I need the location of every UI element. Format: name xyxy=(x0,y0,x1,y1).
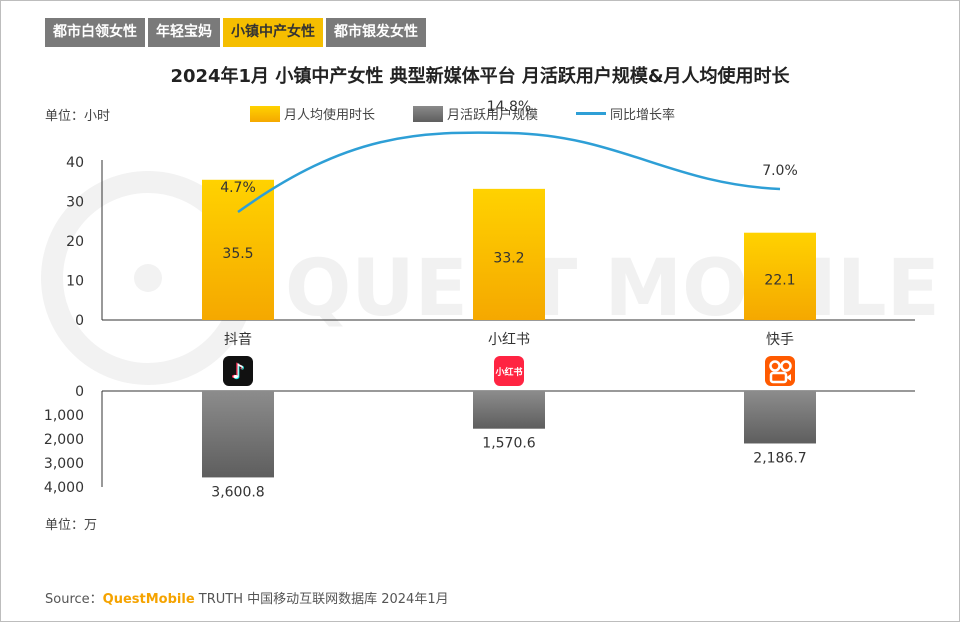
top-unit-label: 单位：小时 xyxy=(45,109,111,124)
legend: 月人均使用时长 月活跃用户规模 同比增长率 xyxy=(250,104,713,123)
kuaishou-icon-eye-left xyxy=(769,360,781,372)
legend-item-growth: 同比增长率 xyxy=(576,104,675,123)
mau-data-label: 2,186.7 xyxy=(753,450,806,466)
legend-swatch-duration xyxy=(250,105,280,122)
chart-title: 2024年1月 小镇中产女性 典型新媒体平台 月活跃用户规模&月人均使用时长 xyxy=(170,66,790,87)
tab-young-mothers[interactable]: 年轻宝妈 xyxy=(148,18,220,47)
source-note: Source：QuestMobile TRUTH 中国移动互联网数据库 2024… xyxy=(45,588,449,607)
duration-bar xyxy=(202,179,274,320)
legend-swatch-growth xyxy=(576,112,607,115)
legend-item-duration: 月人均使用时长 xyxy=(250,104,375,123)
mau-bar xyxy=(202,391,274,478)
source-rest: TRUTH 中国移动互联网数据库 2024年1月 xyxy=(194,592,449,607)
top-y-tick-label: 0 xyxy=(75,313,84,329)
kuaishou-icon-eye-right xyxy=(780,360,792,372)
mau-data-label: 1,570.6 xyxy=(482,436,536,452)
legend-label-mau: 月活跃用户规模 xyxy=(447,108,539,123)
duration-data-label: 22.1 xyxy=(764,272,795,288)
bottom-y-tick-label: 4,000 xyxy=(44,480,84,496)
watermark-dot xyxy=(134,264,162,292)
duration-bar xyxy=(473,188,545,320)
xiaohongshu-icon-text: 小红书 xyxy=(494,366,522,378)
legend-label-growth: 同比增长率 xyxy=(610,108,676,123)
tab-small-town-middle-class[interactable]: 小镇中产女性 xyxy=(223,18,323,47)
category-label: 快手 xyxy=(766,332,794,348)
douyin-icon-glyph: ♪ xyxy=(232,359,245,383)
duration-data-label: 33.2 xyxy=(493,250,524,266)
top-y-tick-label: 10 xyxy=(66,274,84,290)
mau-bar xyxy=(473,391,545,429)
mau-bar xyxy=(744,391,816,444)
source-prefix: Source： xyxy=(45,592,103,607)
bottom-y-tick-label: 1,000 xyxy=(44,408,84,424)
growth-rate-label: 14.8% xyxy=(487,99,531,115)
douyin-icon-glyph-red: ♪ xyxy=(230,359,243,383)
top-y-tick-label: 20 xyxy=(66,234,84,250)
top-y-tick-label: 40 xyxy=(66,155,84,171)
segment-tabs: 都市白领女性 年轻宝妈 小镇中产女性 都市银发女性 xyxy=(45,18,426,47)
bottom-y-tick-label: 2,000 xyxy=(44,432,84,448)
legend-swatch-mau xyxy=(413,105,444,122)
bottom-unit-label: 单位：万 xyxy=(45,518,98,533)
tab-urban-white-collar[interactable]: 都市白领女性 xyxy=(45,18,145,47)
kuaishou-icon-lens xyxy=(786,374,791,381)
bottom-y-tick-label: 3,000 xyxy=(44,456,84,472)
category-label: 小红书 xyxy=(488,332,530,348)
growth-rate-line xyxy=(237,131,781,214)
douyin-icon-glyph-cyan: ♪ xyxy=(232,360,245,384)
growth-rate-label: 7.0% xyxy=(762,163,798,179)
xiaohongshu-icon xyxy=(494,356,524,386)
mau-data-label: 3,600.8 xyxy=(211,484,264,500)
source-brand: QuestMobile xyxy=(102,592,195,607)
douyin-icon xyxy=(223,356,253,386)
bottom-y-tick-label: 0 xyxy=(75,384,84,400)
duration-data-label: 35.5 xyxy=(222,246,253,262)
growth-rate-label: 4.7% xyxy=(220,180,256,196)
tab-urban-silver[interactable]: 都市银发女性 xyxy=(326,18,426,47)
category-label: 抖音 xyxy=(224,331,252,348)
top-y-tick-label: 30 xyxy=(66,195,84,211)
duration-bar xyxy=(744,232,816,320)
legend-label-duration: 月人均使用时长 xyxy=(284,108,376,123)
watermark-text: QUEST MOBILE xyxy=(285,244,940,334)
legend-item-mau: 月活跃用户规模 xyxy=(413,104,538,123)
